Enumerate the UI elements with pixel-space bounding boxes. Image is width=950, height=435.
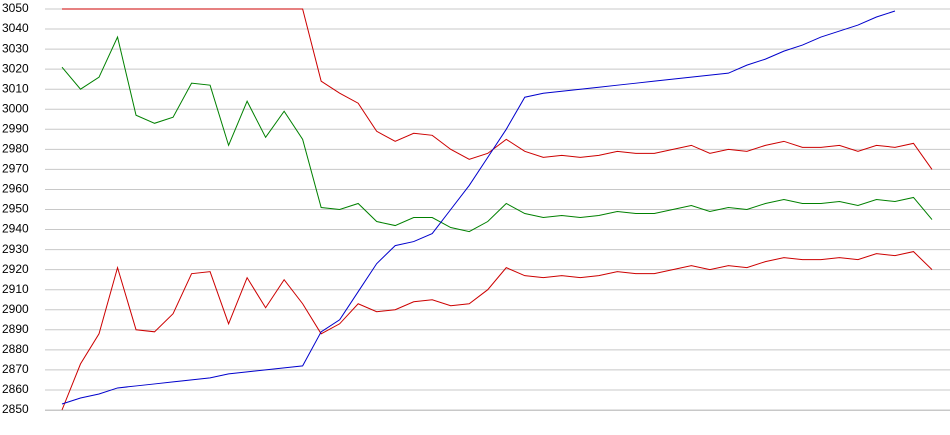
line-series [61, 251, 933, 411]
y-tick-label: 2890 [2, 322, 29, 336]
y-tick-label: 2990 [2, 121, 29, 135]
y-tick-label: 2920 [2, 262, 29, 276]
y-tick-label: 3010 [2, 81, 29, 95]
y-tick-label: 3050 [2, 1, 29, 15]
y-tick-label: 2980 [2, 142, 29, 156]
y-tick-label: 2910 [2, 282, 29, 296]
y-tick-label: 3040 [2, 21, 29, 35]
y-tick-label: 2880 [2, 342, 29, 356]
y-tick-label: 2940 [2, 222, 29, 236]
y-tick-label: 2930 [2, 242, 29, 256]
y-tick-label: 2960 [2, 182, 29, 196]
y-tick-label: 2870 [2, 362, 29, 376]
y-tick-label: 2900 [2, 302, 29, 316]
line-series [61, 10, 896, 405]
y-tick-label: 2950 [2, 202, 29, 216]
y-tick-label: 3020 [2, 61, 29, 75]
y-tick-label: 3030 [2, 41, 29, 55]
line-series [62, 8, 933, 170]
y-tick-label: 3000 [2, 101, 29, 115]
y-tick-label: 2970 [2, 162, 29, 176]
line-series [61, 35, 933, 233]
y-tick-label: 2860 [2, 382, 29, 396]
y-tick-label: 2850 [2, 402, 29, 416]
